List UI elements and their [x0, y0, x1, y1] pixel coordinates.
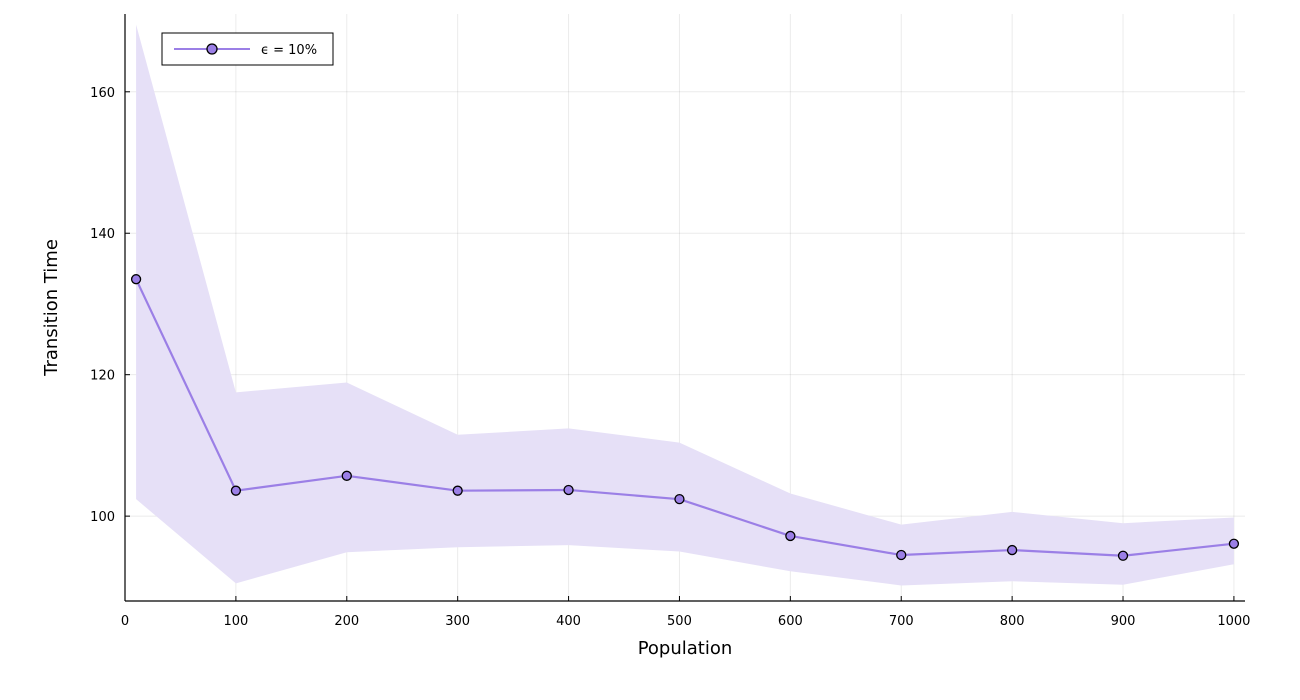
- data-point: [1006, 544, 1018, 556]
- legend-label: ϵ = 10%: [261, 43, 317, 58]
- x-tick-label: 300: [445, 614, 470, 629]
- legend-marker-swatch: [206, 43, 218, 55]
- y-tick-label: 160: [90, 86, 115, 101]
- data-point: [130, 274, 142, 285]
- confidence-band: [136, 24, 1234, 586]
- x-tick-label: 800: [1000, 614, 1025, 629]
- x-tick-label: 900: [1111, 614, 1136, 629]
- data-point: [563, 484, 574, 496]
- y-tick-label: 120: [90, 369, 115, 384]
- y-tick-label: 100: [90, 510, 115, 525]
- data-markers: [130, 274, 1240, 561]
- x-axis-title: Population: [638, 638, 733, 659]
- x-tick-labels: 0 100 200 300 400 500 600 700 800 900 1000: [121, 596, 1250, 629]
- x-tick-label: 1000: [1217, 614, 1250, 629]
- data-point: [230, 485, 242, 496]
- x-tick-label: 400: [556, 614, 581, 629]
- data-point: [1117, 550, 1129, 561]
- data-point: [452, 485, 463, 496]
- x-tick-label: 700: [889, 614, 914, 629]
- x-tick-label: 600: [778, 614, 803, 629]
- x-tick-label: 200: [334, 614, 359, 629]
- x-tick-label: 100: [223, 614, 248, 629]
- y-axis-title: Transition Time: [41, 239, 62, 377]
- data-point: [1228, 538, 1240, 549]
- confidence-bands: [136, 24, 1234, 586]
- data-point: [896, 549, 907, 561]
- data-point: [785, 530, 796, 542]
- y-tick-label: 140: [90, 227, 115, 242]
- legend: ϵ = 10%: [161, 32, 334, 66]
- data-point: [341, 470, 352, 481]
- data-point: [674, 494, 685, 505]
- x-tick-label: 0: [121, 614, 129, 629]
- x-tick-label: 500: [667, 614, 692, 629]
- y-tick-labels: 100 120 140 160: [90, 86, 130, 525]
- axes: [124, 14, 1245, 602]
